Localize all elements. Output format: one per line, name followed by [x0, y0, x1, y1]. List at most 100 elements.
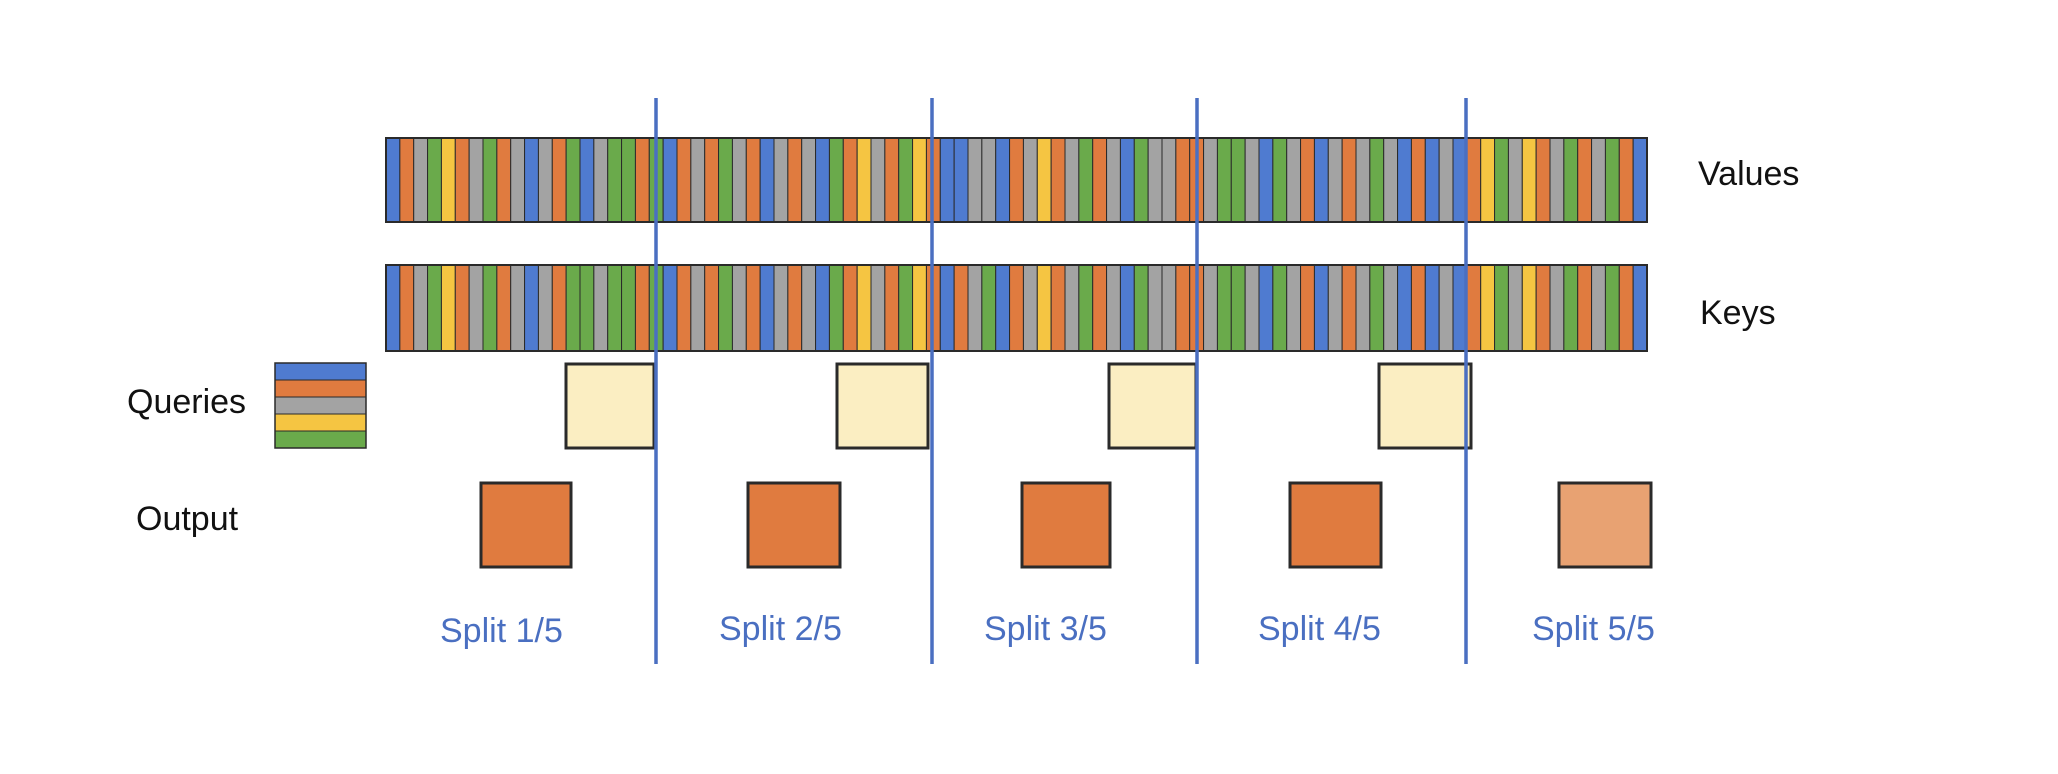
keys-strip-cell — [1438, 264, 1454, 352]
values-strip-cell — [468, 137, 484, 223]
values-strip-cell — [1521, 137, 1537, 223]
keys-strip-cell — [1549, 264, 1565, 352]
query-color-band — [274, 362, 367, 381]
values-strip-cell — [1036, 137, 1052, 223]
values-strip-cell — [1313, 137, 1329, 223]
output-block — [1557, 481, 1653, 569]
keys-strip-cell — [1355, 264, 1371, 352]
split-label-5: Split 5/5 — [1532, 610, 1655, 648]
values-strip-cell — [537, 137, 553, 223]
keys-strip-cell — [537, 264, 553, 352]
keys-strip-cell — [815, 264, 830, 352]
keys-strip-cell — [731, 264, 747, 352]
queries-label: Queries — [127, 383, 247, 421]
query-color-band — [274, 413, 367, 432]
keys-strip-cell — [634, 264, 650, 352]
keys-strip-cell — [399, 264, 415, 352]
keys-strip-cell — [496, 264, 512, 352]
output-block — [1288, 481, 1383, 569]
keys-strip-cell — [1632, 264, 1648, 352]
values-strip-cell — [1203, 137, 1218, 223]
values-strip-cell — [510, 137, 526, 223]
keys-strip-cell — [995, 264, 1011, 352]
values-strip-cell — [634, 137, 650, 223]
query-color-stack — [274, 362, 367, 449]
keys-strip-cell — [1133, 264, 1149, 352]
output-blocks — [479, 481, 1653, 569]
keys-strip-cell — [1050, 264, 1066, 352]
keys-strip-cell — [551, 264, 567, 352]
values-strip-cell — [1369, 137, 1385, 223]
values-strip-cell — [1618, 137, 1634, 223]
values-strip-cell — [621, 137, 636, 223]
query-blocks — [564, 362, 1473, 450]
values-strip-cell — [1549, 137, 1565, 223]
keys-strip-cell — [898, 264, 914, 352]
keys-strip-cell — [427, 264, 442, 352]
split-label-4: Split 4/5 — [1258, 610, 1381, 648]
values-strip-cell — [440, 137, 456, 223]
values-strip-cell — [842, 137, 858, 223]
values-strip-cell — [1577, 137, 1593, 223]
keys-strip-cell — [953, 264, 969, 352]
keys-strip-cell — [1286, 264, 1302, 352]
keys-strip-cell — [1119, 264, 1135, 352]
keys-strip-cell — [842, 264, 858, 352]
keys-strip-cell — [801, 264, 817, 352]
values-strip-cell — [898, 137, 914, 223]
values-strip-cell — [1244, 137, 1260, 223]
split-label-2: Split 2/5 — [719, 610, 842, 648]
values-strip-cell — [828, 137, 844, 223]
values-strip-cell — [1327, 137, 1343, 223]
values-strip-cell — [1632, 137, 1648, 223]
keys-strip-cell — [981, 264, 997, 352]
values-strip-cell — [1494, 137, 1509, 223]
values-strip-cell — [1272, 137, 1288, 223]
values-strip-cell — [1480, 137, 1496, 223]
values-strip-cell — [1341, 137, 1357, 223]
keys-strip-cell — [565, 264, 581, 352]
values-strip-cell — [454, 137, 470, 223]
values-strip-cell — [1355, 137, 1371, 223]
keys-strip-cell — [1480, 264, 1496, 352]
keys-strip-cell — [1521, 264, 1537, 352]
keys-strip-cell — [1244, 264, 1260, 352]
keys-strip-cell — [1216, 264, 1232, 352]
keys-strip-cell — [413, 264, 429, 352]
values-strip-cell — [690, 137, 706, 223]
values-strip-cell — [759, 137, 775, 223]
keys-strip-cell — [593, 264, 609, 352]
keys-strip-cell — [1341, 264, 1357, 352]
keys-strip-cell — [524, 264, 539, 352]
values-strip-cell — [1064, 137, 1080, 223]
keys-strip-cell — [939, 264, 955, 352]
keys-strip-cell — [967, 264, 983, 352]
values-strip-cell — [953, 137, 969, 223]
values-strip-cell — [787, 137, 803, 223]
keys-strip-cell — [1300, 264, 1315, 352]
keys-strip-cell — [468, 264, 484, 352]
query-stack-outline — [274, 362, 367, 449]
keys-strip-cell — [1022, 264, 1038, 352]
query-block — [1377, 362, 1473, 450]
keys-strip-cell — [1577, 264, 1593, 352]
values-strip-cell — [1604, 137, 1620, 223]
values-strip-cell — [427, 137, 442, 223]
keys-strip-cell — [1009, 264, 1024, 352]
values-strip — [385, 137, 1648, 223]
keys-strip-cell — [1203, 264, 1218, 352]
values-strip-cell — [995, 137, 1011, 223]
values-strip-cell — [870, 137, 886, 223]
keys-strip-cell — [662, 264, 678, 352]
values-strip-cell — [565, 137, 581, 223]
values-strip-cell — [551, 137, 567, 223]
keys-strip-cell — [912, 264, 927, 352]
values-strip-cell — [745, 137, 761, 223]
values-strip-cell — [1286, 137, 1302, 223]
values-strip-cell — [731, 137, 747, 223]
keys-strip-cell — [1591, 264, 1606, 352]
keys-strip-cell — [1092, 264, 1108, 352]
values-strip-cell — [1535, 137, 1551, 223]
values-strip-cell — [385, 137, 401, 223]
